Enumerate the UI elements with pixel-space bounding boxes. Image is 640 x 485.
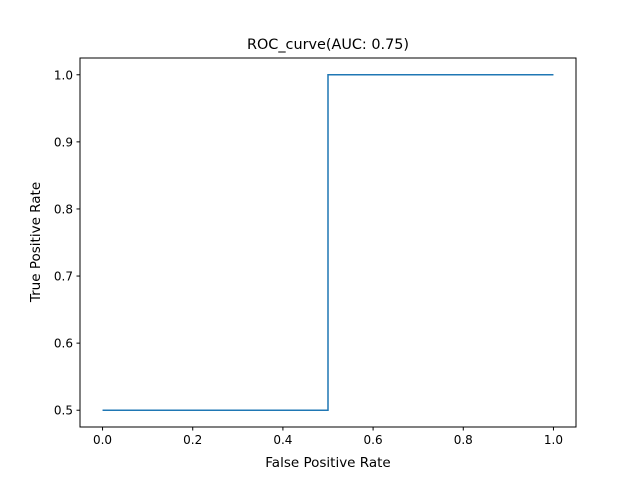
y-tick-label: 1.0: [54, 68, 73, 82]
y-tick-label: 0.5: [54, 404, 73, 418]
x-tick-label: 0.4: [273, 433, 292, 447]
x-tick-label: 0.2: [183, 433, 202, 447]
roc-curve-line: [102, 74, 554, 411]
x-axis-label: False Positive Rate: [265, 455, 390, 471]
x-tick-label: 0.6: [364, 433, 383, 447]
y-axis-label: True Positive Rate: [28, 182, 44, 303]
y-tick-label: 0.7: [54, 270, 73, 284]
chart-title: ROC_curve(AUC: 0.75): [247, 37, 409, 53]
axes-frame: [79, 57, 577, 428]
x-tick-label: 0.8: [454, 433, 473, 447]
y-tick-label: 0.9: [54, 135, 73, 149]
x-tick-label: 1.0: [544, 433, 563, 447]
y-tick-label: 0.8: [54, 202, 73, 216]
x-tick-label: 0.0: [93, 433, 112, 447]
y-tick-label: 0.6: [54, 337, 73, 351]
